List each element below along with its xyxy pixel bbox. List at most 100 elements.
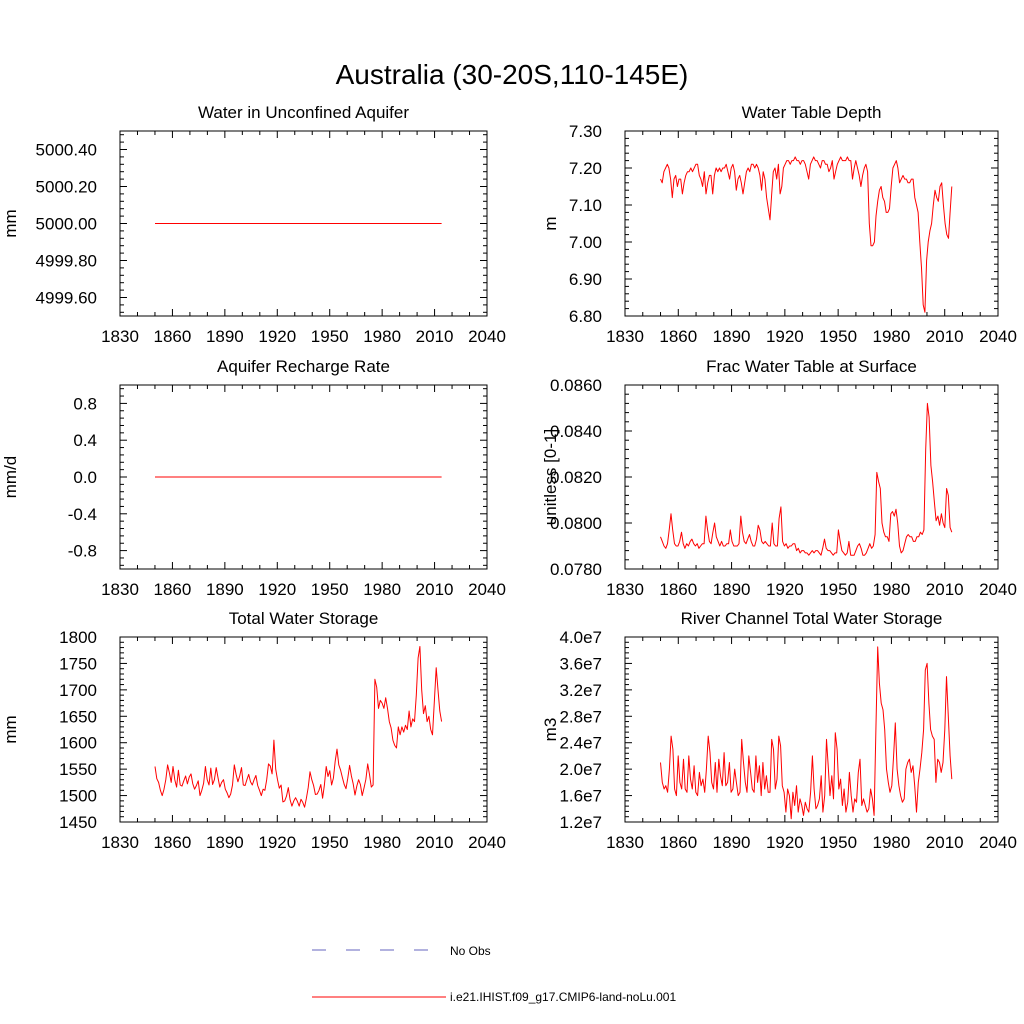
- y-tick-label: 1700: [59, 681, 97, 700]
- panel-4: Frac Water Table at Surface 1830 1860 1890 1…: [541, 357, 1017, 599]
- panel-6: River Channel Total Water Storage 1830 186…: [541, 609, 1017, 852]
- x-tick-label: 1980: [873, 327, 911, 346]
- y-tick-label: 5000.00: [36, 215, 97, 234]
- x-tick-label: 2010: [926, 580, 964, 599]
- plot-frame: [119, 636, 488, 823]
- panel-3: Aquifer Recharge Rate 1830 1860 1890 1920 195…: [1, 357, 506, 599]
- x-tick-label: 1950: [819, 833, 857, 852]
- panel-1: Water in Unconfined Aquifer 1830 1860 1890 1…: [1, 103, 506, 346]
- x-tick-label: 1830: [606, 833, 644, 852]
- x-tick-label: 1950: [819, 327, 857, 346]
- panel-title: River Channel Total Water Storage: [681, 609, 943, 628]
- x-tick-label: 1860: [154, 833, 192, 852]
- y-tick-label: 7.10: [569, 196, 602, 215]
- y-tick-label: 1600: [59, 734, 97, 753]
- y-tick-label: 1500: [59, 787, 97, 806]
- x-tick-label: 1980: [363, 580, 401, 599]
- series-line: [660, 646, 953, 820]
- x-tick-label: 1890: [713, 580, 751, 599]
- x-tick-label: 1980: [873, 833, 911, 852]
- y-tick-label: 0.8: [73, 394, 97, 413]
- panel-title: Frac Water Table at Surface: [706, 357, 917, 376]
- y-tick-label: 4999.80: [36, 252, 97, 271]
- x-tick-label: 1890: [713, 327, 751, 346]
- panel-5: Total Water Storage 1830 1860 1890 1920 1950 1…: [1, 609, 506, 852]
- x-tick-label: 2010: [416, 327, 454, 346]
- panel-title: Water Table Depth: [742, 103, 882, 122]
- x-tick-label: 2040: [979, 833, 1017, 852]
- plot-frame: [624, 384, 999, 570]
- y-tick-label: 6.90: [569, 270, 602, 289]
- x-tick-label: 2010: [926, 833, 964, 852]
- x-tick-label: 2010: [926, 327, 964, 346]
- y-tick-label: 0.0840: [550, 422, 602, 441]
- x-tick-label: 1980: [873, 580, 911, 599]
- series-line: [660, 156, 953, 313]
- panel-2: Water Table Depth 1830 1860 1890 1920 1950 198…: [541, 103, 1017, 346]
- y-tick-label: 5000.40: [36, 141, 97, 160]
- x-tick-label: 1830: [101, 833, 139, 852]
- y-axis-label: mm: [1, 209, 20, 237]
- x-tick-label: 1830: [101, 327, 139, 346]
- y-tick-label: 2.0e7: [559, 760, 602, 779]
- plot-frame: [624, 130, 999, 317]
- x-tick-label: 1860: [659, 833, 697, 852]
- y-tick-label: 6.80: [569, 307, 602, 326]
- y-axis-label: mm/d: [1, 456, 20, 499]
- x-tick-label: 2040: [468, 327, 506, 346]
- x-tick-label: 2040: [979, 580, 1017, 599]
- y-tick-label: -0.8: [68, 542, 97, 561]
- y-axis-label: mm: [1, 715, 20, 743]
- x-tick-label: 1920: [766, 327, 804, 346]
- y-tick-label: 1750: [59, 654, 97, 673]
- x-tick-label: 1980: [363, 833, 401, 852]
- y-tick-label: 0.4: [73, 431, 97, 450]
- y-tick-label: 0.0860: [550, 376, 602, 395]
- x-tick-label: 2040: [468, 833, 506, 852]
- legend-label-model: i.e21.IHIST.f09_g17.CMIP6-land-noLu.001: [450, 990, 676, 1004]
- x-tick-label: 1860: [659, 580, 697, 599]
- y-tick-label: 1800: [59, 628, 97, 647]
- y-tick-label: 1.6e7: [559, 787, 602, 806]
- x-tick-label: 1980: [363, 327, 401, 346]
- x-tick-label: 1860: [154, 327, 192, 346]
- legend-label-no-obs: No Obs: [450, 944, 491, 958]
- y-tick-label: 1.2e7: [559, 813, 602, 832]
- y-tick-label: 7.20: [569, 159, 602, 178]
- series-line: [660, 402, 953, 556]
- y-tick-label: 1450: [59, 813, 97, 832]
- x-tick-label: 1920: [258, 580, 296, 599]
- x-tick-label: 1860: [154, 580, 192, 599]
- y-tick-label: 2.4e7: [559, 734, 602, 753]
- main-title: Australia (30-20S,110-145E): [336, 59, 689, 90]
- x-tick-label: 1950: [311, 327, 349, 346]
- y-axis-label: unitless [0-1]: [541, 429, 560, 525]
- y-tick-label: 0.0780: [550, 560, 602, 579]
- x-tick-label: 2010: [416, 833, 454, 852]
- y-tick-label: 7.00: [569, 233, 602, 252]
- x-tick-label: 1860: [659, 327, 697, 346]
- y-tick-label: 0.0: [73, 468, 97, 487]
- panel-title: Water in Unconfined Aquifer: [198, 103, 409, 122]
- x-tick-label: 1950: [311, 833, 349, 852]
- y-tick-label: 2.8e7: [559, 707, 602, 726]
- x-tick-label: 2040: [468, 580, 506, 599]
- y-tick-label: 0.0820: [550, 468, 602, 487]
- y-tick-label: 4.0e7: [559, 628, 602, 647]
- y-tick-label: 3.2e7: [559, 681, 602, 700]
- panel-title: Total Water Storage: [229, 609, 379, 628]
- y-tick-label: 3.6e7: [559, 654, 602, 673]
- x-tick-label: 1890: [206, 580, 244, 599]
- panel-title: Aquifer Recharge Rate: [217, 357, 390, 376]
- x-tick-label: 2010: [416, 580, 454, 599]
- x-tick-label: 1950: [311, 580, 349, 599]
- x-tick-label: 1890: [206, 327, 244, 346]
- y-tick-label: 1650: [59, 707, 97, 726]
- y-tick-label: 4999.60: [36, 289, 97, 308]
- plot-frame: [624, 636, 999, 823]
- x-tick-label: 1920: [258, 327, 296, 346]
- y-tick-label: 7.30: [569, 122, 602, 141]
- x-tick-label: 2040: [979, 327, 1017, 346]
- x-tick-label: 1830: [101, 580, 139, 599]
